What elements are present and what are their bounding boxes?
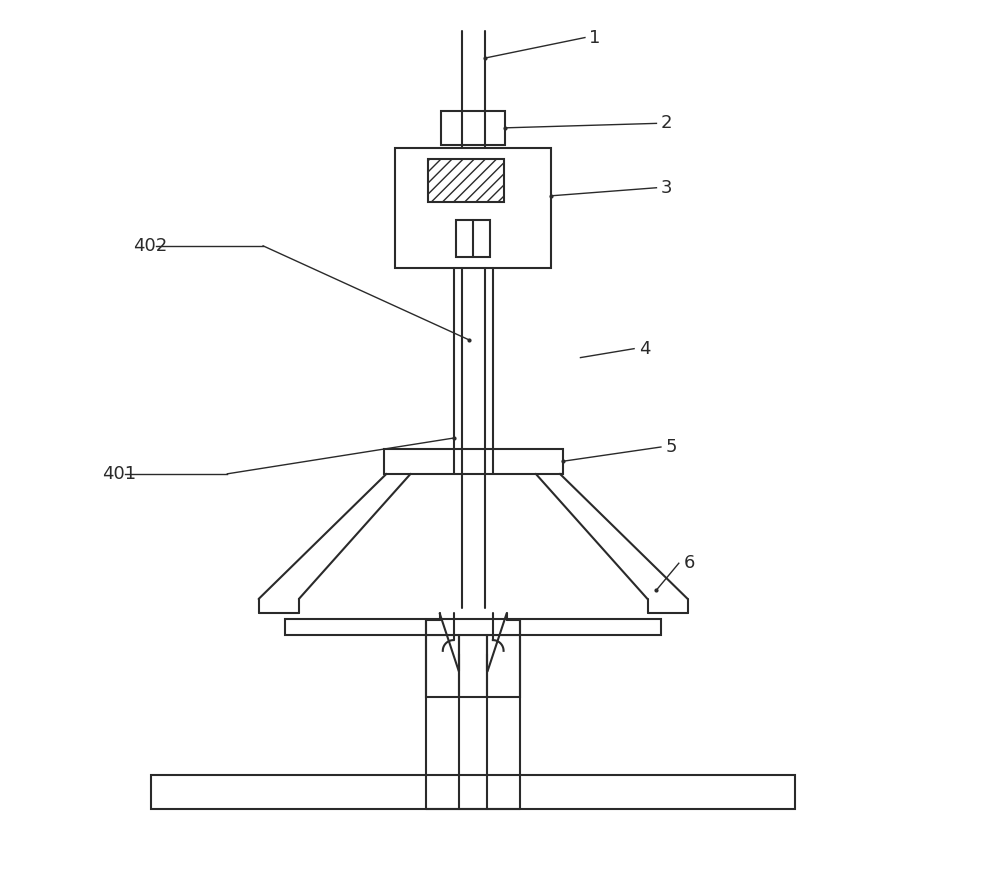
Bar bbox=[456, 220, 490, 257]
Bar bbox=[441, 111, 505, 145]
Bar bbox=[426, 635, 520, 697]
Bar bbox=[395, 148, 551, 268]
Bar bbox=[428, 159, 504, 202]
Bar bbox=[285, 619, 661, 635]
Bar bbox=[151, 775, 795, 809]
Text: 402: 402 bbox=[133, 237, 168, 255]
Text: 401: 401 bbox=[102, 465, 136, 483]
Text: 5: 5 bbox=[665, 438, 677, 456]
Bar bbox=[384, 449, 563, 474]
Text: 2: 2 bbox=[661, 114, 672, 132]
Text: 1: 1 bbox=[589, 29, 601, 46]
Text: 3: 3 bbox=[661, 179, 672, 197]
Text: 6: 6 bbox=[683, 554, 695, 572]
Text: 4: 4 bbox=[639, 340, 650, 358]
